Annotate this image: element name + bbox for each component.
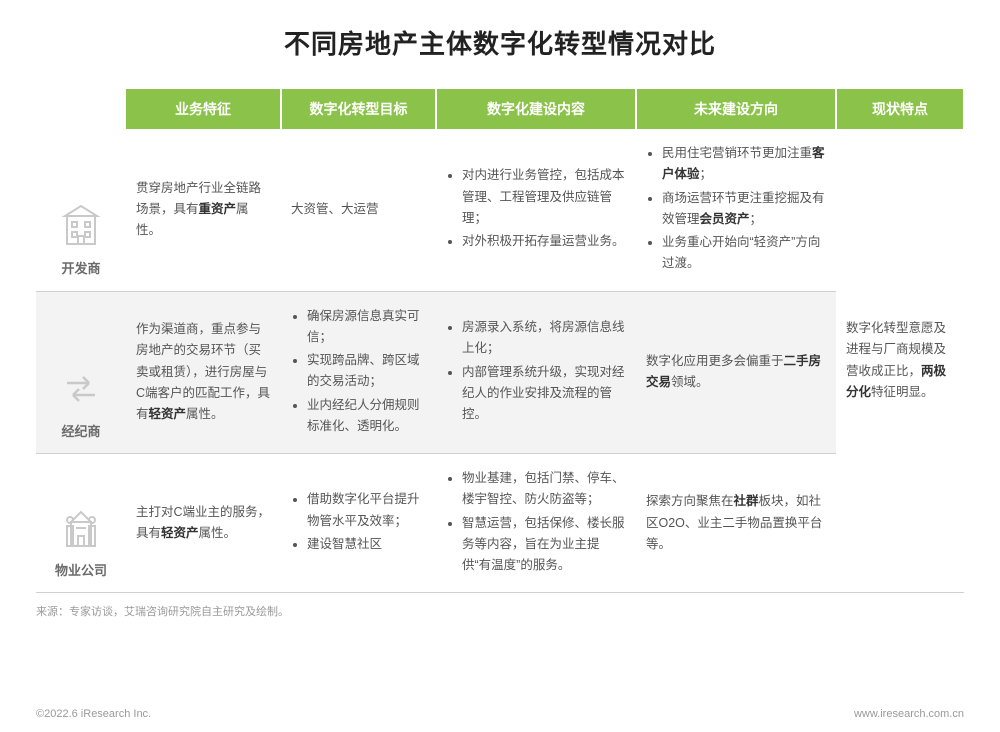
cell-r1-c4: 民用住宅营销环节更加注重客户体验； 商场运营环节更注重挖掘及有效管理会员资产； … <box>636 129 836 291</box>
exchange-icon <box>57 365 105 413</box>
cell-r1-c2: 大资管、大运营 <box>281 129 436 291</box>
table-row: 经纪商 作为渠道商，重点参与房地产的交易环节（买卖或租赁），进行房屋与C端客户的… <box>36 291 964 454</box>
row-label: 物业公司 <box>40 560 122 582</box>
header-col-2: 数字化转型目标 <box>281 89 436 129</box>
list-item: 智慧运营，包括保修、楼长服务等内容，旨在为业主提供“有温度”的服务。 <box>462 513 626 577</box>
table-header-row: 业务特征 数字化转型目标 数字化建设内容 未来建设方向 现状特点 <box>36 89 964 129</box>
site-url: www.iresearch.com.cn <box>854 708 964 720</box>
list-item: 对外积极开拓存量运营业务。 <box>462 231 626 252</box>
header-col-1: 业务特征 <box>126 89 281 129</box>
cell-r2-c3: 房源录入系统，将房源信息线上化； 内部管理系统升级，实现对经纪人的作业安排及流程… <box>436 291 636 454</box>
cell-r3-c2: 借助数字化平台提升物管水平及效率； 建设智慧社区 <box>281 454 436 593</box>
cell-r2-c4: 数字化应用更多会偏重于二手房交易领域。 <box>636 291 836 454</box>
list-item: 民用住宅营销环节更加注重客户体验； <box>662 143 826 186</box>
cell-r3-c4: 探索方向聚焦在社群板块，如社区O2O、业主二手物品置换平台等。 <box>636 454 836 593</box>
cell-r3-c1: 主打对C端业主的服务，具有轻资产属性。 <box>126 454 281 593</box>
cell-r1-c1: 贯穿房地产行业全链路场景，具有重资产属性。 <box>126 129 281 291</box>
cell-r2-c2: 确保房源信息真实可信； 实现跨品牌、跨区域的交易活动； 业内经纪人分佣规则标准化… <box>281 291 436 454</box>
cell-r2-c1: 作为渠道商，重点参与房地产的交易环节（买卖或租赁），进行房屋与C端客户的匹配工作… <box>126 291 281 454</box>
header-col-4: 未来建设方向 <box>636 89 836 129</box>
row-header-developer: 开发商 <box>36 129 126 291</box>
list-item: 确保房源信息真实可信； <box>307 306 426 349</box>
cell-merged-c5: 数字化转型意愿及进程与厂商规模及营收成正比，两极分化特征明显。 <box>836 129 964 593</box>
footer: ©2022.6 iResearch Inc. www.iresearch.com… <box>0 708 1000 720</box>
cell-r3-c3: 物业基建，包括门禁、停车、楼宇智控、防火防盗等； 智慧运营，包括保修、楼长服务等… <box>436 454 636 593</box>
property-icon <box>57 504 105 552</box>
list-item: 实现跨品牌、跨区域的交易活动； <box>307 350 426 393</box>
header-blank <box>36 89 126 129</box>
copyright: ©2022.6 iResearch Inc. <box>36 708 151 720</box>
list-item: 借助数字化平台提升物管水平及效率； <box>307 489 426 532</box>
cell-r1-c3: 对内进行业务管控，包括成本管理、工程管理及供应链管理； 对外积极开拓存量运营业务… <box>436 129 636 291</box>
row-header-broker: 经纪商 <box>36 291 126 454</box>
list-item: 内部管理系统升级，实现对经纪人的作业安排及流程的管控。 <box>462 362 626 426</box>
header-col-3: 数字化建设内容 <box>436 89 636 129</box>
list-item: 房源录入系统，将房源信息线上化； <box>462 317 626 360</box>
page: 不同房地产主体数字化转型情况对比 业务特征 数字化转型目标 数字化建设内容 未来… <box>0 0 1000 732</box>
list-item: 商场运营环节更注重挖掘及有效管理会员资产； <box>662 188 826 231</box>
list-item: 对内进行业务管控，包括成本管理、工程管理及供应链管理； <box>462 165 626 229</box>
list-item: 业内经纪人分佣规则标准化、透明化。 <box>307 395 426 438</box>
table-row: 物业公司 主打对C端业主的服务，具有轻资产属性。 借助数字化平台提升物管水平及效… <box>36 454 964 593</box>
row-label: 经纪商 <box>40 421 122 443</box>
table-row: 开发商 贯穿房地产行业全链路场景，具有重资产属性。 大资管、大运营 对内进行业务… <box>36 129 964 291</box>
list-item: 业务重心开始向“轻资产”方向过渡。 <box>662 232 826 275</box>
row-header-property: 物业公司 <box>36 454 126 593</box>
list-item: 建设智慧社区 <box>307 534 426 555</box>
building-icon <box>57 202 105 250</box>
list-item: 物业基建，包括门禁、停车、楼宇智控、防火防盗等； <box>462 468 626 511</box>
source-note: 来源：专家访谈，艾瑞咨询研究院自主研究及绘制。 <box>36 603 964 619</box>
comparison-table: 业务特征 数字化转型目标 数字化建设内容 未来建设方向 现状特点 <box>36 89 965 593</box>
row-label: 开发商 <box>40 258 122 280</box>
page-title: 不同房地产主体数字化转型情况对比 <box>36 24 964 61</box>
header-col-5: 现状特点 <box>836 89 964 129</box>
